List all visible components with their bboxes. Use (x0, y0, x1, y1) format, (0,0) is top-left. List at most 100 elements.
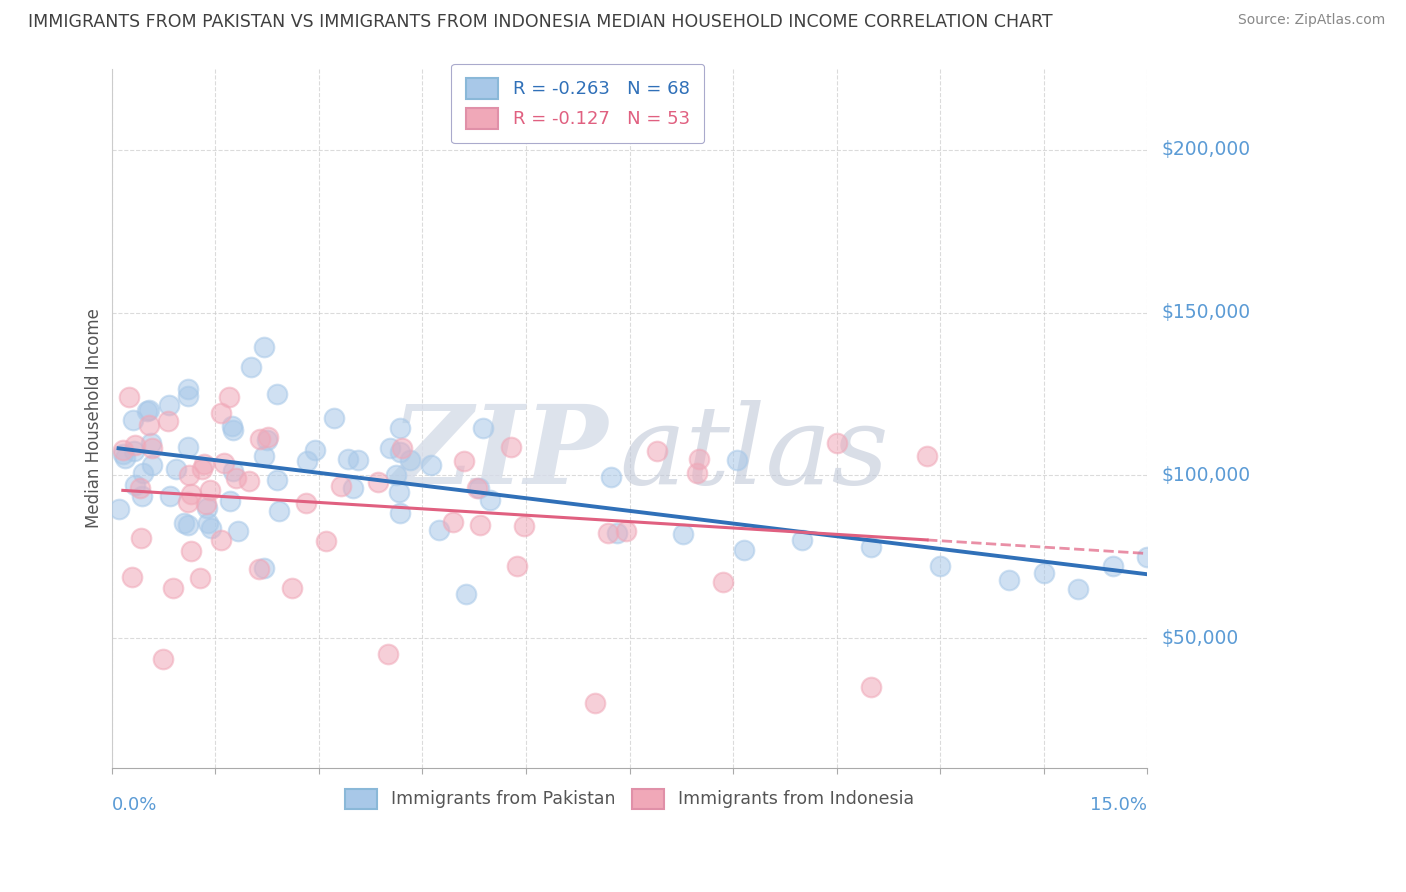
Point (221, 419, 243, 434)
Point (129, 531, 152, 545)
Point (197, 516, 219, 530)
Point (672, 527, 695, 541)
Point (176, 440, 198, 454)
Point (330, 479, 353, 493)
Point (256, 433, 278, 447)
Legend: Immigrants from Pakistan, Immigrants from Indonesia: Immigrants from Pakistan, Immigrants fro… (339, 781, 921, 815)
Point (141, 442, 163, 456)
Point (825, 435, 848, 450)
Point (177, 383, 200, 397)
Point (1102, 559, 1125, 574)
Point (295, 495, 318, 509)
Point (860, 680, 883, 694)
Point (478, 493, 501, 508)
Text: $100,000: $100,000 (1161, 466, 1250, 485)
Point (367, 475, 389, 489)
Point (128, 481, 150, 495)
Point (420, 458, 443, 472)
Point (315, 533, 337, 548)
Point (249, 432, 271, 446)
Point (218, 390, 240, 404)
Point (686, 467, 709, 481)
Point (121, 413, 143, 427)
Point (180, 487, 202, 501)
Point (177, 495, 200, 509)
Point (222, 423, 245, 437)
Point (688, 452, 710, 467)
Point (195, 500, 218, 515)
Point (388, 506, 411, 520)
Point (179, 468, 201, 483)
Point (122, 443, 145, 458)
Point (180, 543, 202, 558)
Text: $50,000: $50,000 (1161, 629, 1239, 648)
Point (391, 441, 413, 455)
Point (600, 469, 623, 483)
Y-axis label: Median Household Income: Median Household Income (86, 309, 103, 528)
Point (157, 399, 180, 413)
Point (266, 386, 288, 401)
Point (222, 464, 245, 478)
Point (212, 456, 235, 470)
Point (583, 696, 606, 710)
Point (165, 461, 187, 475)
Text: 0.0%: 0.0% (111, 797, 157, 814)
Point (711, 575, 734, 590)
Point (226, 524, 249, 539)
Point (266, 473, 288, 487)
Point (253, 561, 276, 575)
Point (506, 558, 529, 573)
Point (256, 430, 278, 444)
Point (124, 438, 146, 452)
Text: ZIP: ZIP (392, 400, 609, 508)
Point (342, 482, 364, 496)
Point (616, 524, 638, 538)
Point (190, 571, 212, 585)
Point (385, 467, 408, 482)
Point (468, 481, 491, 495)
Point (114, 451, 136, 466)
Point (598, 525, 620, 540)
Point (141, 458, 163, 472)
Point (162, 582, 184, 596)
Point (347, 452, 370, 467)
Point (176, 389, 198, 403)
Point (725, 452, 748, 467)
Point (253, 340, 276, 354)
Point (399, 452, 422, 467)
Point (929, 559, 952, 574)
Point (159, 489, 181, 503)
Point (253, 449, 276, 463)
Text: Source: ZipAtlas.com: Source: ZipAtlas.com (1237, 13, 1385, 28)
Point (427, 523, 450, 537)
Point (195, 497, 218, 511)
Point (132, 467, 155, 481)
Point (118, 390, 141, 404)
Point (218, 494, 240, 508)
Point (377, 648, 399, 662)
Point (441, 515, 464, 529)
Point (211, 406, 233, 420)
Point (131, 489, 153, 503)
Text: atlas: atlas (619, 400, 889, 508)
Point (456, 587, 478, 601)
Point (281, 582, 304, 596)
Point (1136, 549, 1159, 564)
Point (501, 440, 523, 454)
Point (225, 470, 247, 484)
Point (112, 447, 135, 461)
Point (247, 562, 270, 576)
Point (135, 403, 157, 417)
Point (389, 445, 412, 459)
Point (453, 454, 475, 468)
Point (198, 483, 221, 498)
Point (733, 543, 755, 558)
Text: IMMIGRANTS FROM PAKISTAN VS IMMIGRANTS FROM INDONESIA MEDIAN HOUSEHOLD INCOME CO: IMMIGRANTS FROM PAKISTAN VS IMMIGRANTS F… (28, 13, 1053, 31)
Point (209, 533, 232, 548)
Point (1067, 582, 1090, 597)
Text: 15.0%: 15.0% (1091, 797, 1147, 814)
Point (337, 451, 360, 466)
Point (388, 421, 411, 435)
Point (121, 570, 143, 584)
Point (304, 443, 326, 458)
